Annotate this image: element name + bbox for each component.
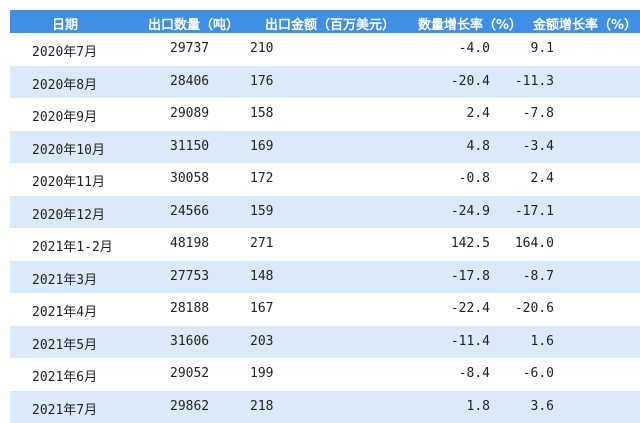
table-cell: 27753: [170, 269, 209, 284]
table-cell: 29052: [170, 366, 209, 381]
table-cell: 167: [250, 301, 273, 316]
table-cell: -7.8: [523, 106, 554, 121]
table-cell: 48198: [170, 236, 209, 251]
table-cell: 199: [250, 366, 273, 381]
table-header: 日期 出口数量（吨） 出口金额（百万美元） 数量增长率（%） 金额增长率（%）: [10, 10, 640, 33]
table-cell: 31606: [170, 334, 209, 349]
table-cell: 2021年4月: [32, 301, 97, 320]
table-cell: 4.8: [467, 139, 490, 154]
table-cell: 1.8: [467, 399, 490, 414]
table-cell: -11.4: [451, 334, 490, 349]
table-row: 2021年5月 31606 203 -11.4 1.6: [10, 326, 640, 359]
table-cell: 29862: [170, 399, 209, 414]
table-cell: -24.9: [451, 204, 490, 219]
table-cell: 172: [250, 171, 273, 186]
table-cell: 2020年8月: [32, 74, 97, 93]
table-row: 2020年7月 29737 210 -4.0 9.1: [10, 33, 640, 66]
table-cell: 2.4: [467, 106, 490, 121]
table-cell: 2021年5月: [32, 334, 97, 353]
table-cell: 2020年9月: [32, 106, 97, 125]
table-cell: -6.0: [523, 366, 554, 381]
table-cell: 176: [250, 74, 273, 89]
table-cell: 2021年6月: [32, 366, 97, 385]
table-cell: 9.1: [531, 41, 554, 56]
table-row: 2020年9月 29089 158 2.4 -7.8: [10, 98, 640, 131]
data-table: 日期 出口数量（吨） 出口金额（百万美元） 数量增长率（%） 金额增长率（%） 2020…: [10, 10, 640, 423]
table-cell: 1.6: [531, 334, 554, 349]
table-row: 2020年8月 28406 176 -20.4 -11.3: [10, 66, 640, 99]
table-cell: -4.0: [459, 41, 490, 56]
table-cell: -8.7: [523, 269, 554, 284]
table-cell: 2020年11月: [32, 171, 105, 190]
table-cell: 2021年7月: [32, 399, 97, 418]
column-header: 金额增长率（%）: [533, 14, 637, 33]
column-header: 出口金额（百万美元）: [265, 14, 395, 33]
table-cell: 2020年7月: [32, 41, 97, 60]
table-cell: 142.5: [451, 236, 490, 251]
column-header: 出口数量（吨）: [148, 14, 239, 33]
table-cell: -11.3: [515, 74, 554, 89]
table-cell: -22.4: [451, 301, 490, 316]
table-row: 2021年3月 27753 148 -17.8 -8.7: [10, 261, 640, 294]
table-cell: 169: [250, 139, 273, 154]
table-cell: 271: [250, 236, 273, 251]
table-row: 2021年6月 29052 199 -8.4 -6.0: [10, 358, 640, 391]
table-row: 2020年11月 30058 172 -0.8 2.4: [10, 163, 640, 196]
table-cell: -20.6: [515, 301, 554, 316]
table-cell: 2020年10月: [32, 139, 105, 158]
table-cell: 28406: [170, 74, 209, 89]
table-row: 2021年1-2月 48198 271 142.5 164.0: [10, 228, 640, 261]
table-cell: 164.0: [515, 236, 554, 251]
table-row: 2020年12月 24566 159 -24.9 -17.1: [10, 196, 640, 229]
table-cell: 30058: [170, 171, 209, 186]
table-row: 2020年10月 31150 169 4.8 -3.4: [10, 131, 640, 164]
table-cell: 159: [250, 204, 273, 219]
table-cell: 24566: [170, 204, 209, 219]
table-row: 2021年4月 28188 167 -22.4 -20.6: [10, 293, 640, 326]
table-cell: -17.1: [515, 204, 554, 219]
table-cell: 28188: [170, 301, 209, 316]
table-cell: 148: [250, 269, 273, 284]
table-cell: 203: [250, 334, 273, 349]
table-cell: 3.6: [531, 399, 554, 414]
table-cell: 2021年3月: [32, 269, 97, 288]
table-cell: 210: [250, 41, 273, 56]
table-cell: 2020年12月: [32, 204, 105, 223]
table-cell: -17.8: [451, 269, 490, 284]
table-cell: 2021年1-2月: [32, 236, 113, 255]
table-cell: 29737: [170, 41, 209, 56]
table-row: 2021年7月 29862 218 1.8 3.6: [10, 391, 640, 423]
column-header: 日期: [52, 14, 78, 33]
table-cell: 158: [250, 106, 273, 121]
column-header: 数量增长率（%）: [418, 14, 522, 33]
table-cell: -0.8: [459, 171, 490, 186]
table-cell: -8.4: [459, 366, 490, 381]
table-cell: -3.4: [523, 139, 554, 154]
table-cell: 29089: [170, 106, 209, 121]
table-cell: -20.4: [451, 74, 490, 89]
table-cell: 2.4: [531, 171, 554, 186]
table-cell: 218: [250, 399, 273, 414]
table-cell: 31150: [170, 139, 209, 154]
